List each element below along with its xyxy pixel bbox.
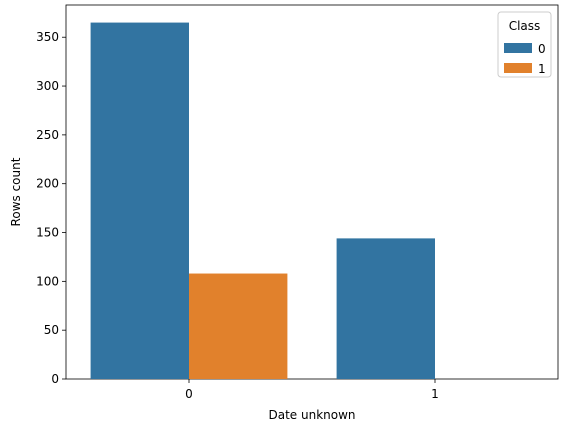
legend-swatch [504, 63, 532, 73]
y-tick-label: 150 [36, 226, 59, 240]
bar-class-1-cat-0 [189, 273, 288, 379]
x-tick-label: 0 [185, 387, 193, 401]
bar-class-0-cat-0 [90, 22, 189, 379]
legend-title: Class [509, 19, 541, 33]
bar-class-0-cat-1 [336, 238, 435, 379]
y-axis: 0 50 100 150 200 250 300 350 [36, 30, 66, 386]
bars-layer [90, 22, 435, 379]
y-tick-label: 350 [36, 30, 59, 44]
y-axis-label: Rows count [9, 157, 23, 226]
y-tick-label: 100 [36, 274, 59, 288]
y-tick-label: 300 [36, 79, 59, 93]
legend-swatch [504, 43, 532, 53]
y-tick-label: 250 [36, 128, 59, 142]
legend-label: 1 [538, 62, 546, 76]
legend-label: 0 [538, 42, 546, 56]
x-tick-label: 1 [431, 387, 439, 401]
y-tick-label: 0 [51, 372, 59, 386]
plot-area [65, 4, 559, 380]
x-axis-label: Date unknown [268, 408, 355, 422]
y-tick-label: 50 [44, 323, 59, 337]
legend: Class 01 [497, 11, 552, 78]
y-tick-label: 200 [36, 177, 59, 191]
legend-items: 01 [504, 42, 546, 76]
